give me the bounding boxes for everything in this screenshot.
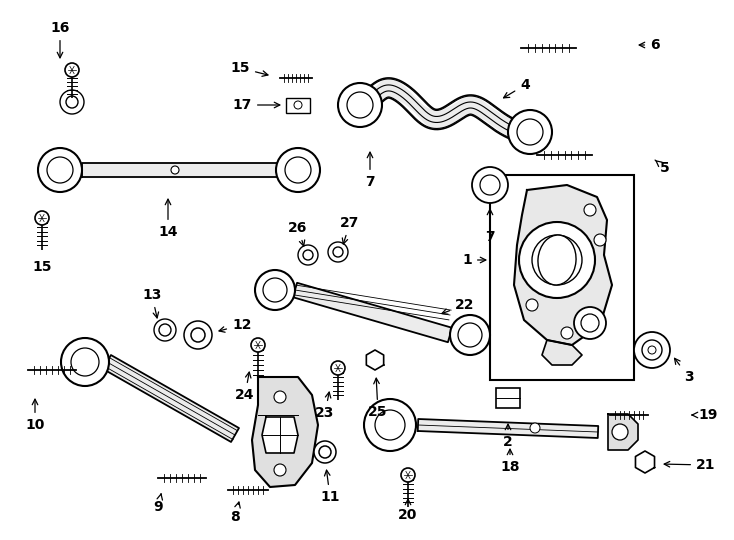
Polygon shape: [82, 163, 280, 177]
Circle shape: [508, 110, 552, 154]
Text: 21: 21: [664, 458, 716, 472]
Circle shape: [191, 328, 205, 342]
Polygon shape: [252, 377, 318, 487]
Text: 10: 10: [25, 399, 45, 432]
Polygon shape: [418, 419, 598, 438]
Circle shape: [255, 270, 295, 310]
Circle shape: [276, 148, 320, 192]
Circle shape: [251, 338, 265, 352]
Polygon shape: [262, 417, 298, 453]
Circle shape: [294, 101, 302, 109]
Text: 3: 3: [675, 359, 694, 384]
Circle shape: [184, 321, 212, 349]
Circle shape: [347, 92, 373, 118]
Circle shape: [458, 323, 482, 347]
Circle shape: [60, 90, 84, 114]
Circle shape: [642, 340, 662, 360]
Text: 13: 13: [142, 288, 161, 318]
Text: 23: 23: [316, 392, 335, 420]
Circle shape: [71, 348, 99, 376]
Text: 17: 17: [233, 98, 280, 112]
Circle shape: [634, 332, 670, 368]
Text: 2: 2: [503, 424, 513, 449]
Circle shape: [581, 314, 599, 332]
Bar: [286, 98, 310, 113]
Polygon shape: [542, 340, 582, 365]
Bar: [496, 388, 520, 408]
Circle shape: [303, 250, 313, 260]
Bar: [490, 175, 634, 380]
Circle shape: [648, 346, 656, 354]
Text: 11: 11: [320, 470, 340, 504]
Circle shape: [38, 148, 82, 192]
Text: 9: 9: [153, 494, 163, 514]
Circle shape: [274, 464, 286, 476]
Circle shape: [338, 83, 382, 127]
Circle shape: [65, 63, 79, 77]
Text: 6: 6: [639, 38, 660, 52]
Circle shape: [532, 235, 582, 285]
Circle shape: [574, 307, 606, 339]
Polygon shape: [636, 451, 655, 473]
Text: 27: 27: [341, 216, 360, 244]
Polygon shape: [514, 185, 612, 345]
Circle shape: [285, 157, 311, 183]
Ellipse shape: [538, 235, 576, 285]
Circle shape: [584, 204, 596, 216]
Polygon shape: [293, 283, 452, 342]
Circle shape: [450, 315, 490, 355]
Text: 12: 12: [219, 318, 252, 332]
Text: 19: 19: [692, 408, 717, 422]
Text: 8: 8: [230, 502, 240, 524]
Circle shape: [561, 327, 573, 339]
Text: 1: 1: [462, 253, 486, 267]
Circle shape: [47, 157, 73, 183]
Circle shape: [364, 399, 416, 451]
Circle shape: [519, 222, 595, 298]
Circle shape: [328, 242, 348, 262]
Text: 25: 25: [368, 378, 388, 419]
Circle shape: [594, 234, 606, 246]
Text: 14: 14: [159, 199, 178, 239]
Circle shape: [530, 423, 540, 433]
Text: 7: 7: [366, 152, 375, 189]
Polygon shape: [103, 355, 239, 442]
Circle shape: [331, 361, 345, 375]
Circle shape: [154, 319, 176, 341]
Circle shape: [517, 119, 543, 145]
Circle shape: [375, 410, 405, 440]
Circle shape: [171, 166, 179, 174]
Text: 4: 4: [504, 78, 530, 98]
Circle shape: [314, 441, 336, 463]
Circle shape: [526, 299, 538, 311]
Text: 24: 24: [236, 372, 255, 402]
Polygon shape: [366, 350, 384, 370]
Text: 16: 16: [51, 21, 70, 58]
Circle shape: [480, 175, 500, 195]
Polygon shape: [608, 414, 638, 450]
Text: 15: 15: [230, 61, 268, 76]
Circle shape: [274, 391, 286, 403]
Text: 7: 7: [485, 209, 495, 244]
Circle shape: [66, 96, 78, 108]
Circle shape: [35, 211, 49, 225]
Circle shape: [61, 338, 109, 386]
Circle shape: [319, 446, 331, 458]
Text: 26: 26: [288, 221, 308, 246]
Circle shape: [159, 324, 171, 336]
Circle shape: [333, 247, 343, 257]
Text: 18: 18: [501, 449, 520, 474]
Text: 5: 5: [655, 160, 669, 175]
Text: 22: 22: [442, 298, 474, 314]
Text: 15: 15: [32, 260, 52, 274]
Circle shape: [401, 468, 415, 482]
Circle shape: [298, 245, 318, 265]
Circle shape: [472, 167, 508, 203]
Circle shape: [612, 424, 628, 440]
Text: 20: 20: [399, 499, 418, 522]
Circle shape: [263, 278, 287, 302]
